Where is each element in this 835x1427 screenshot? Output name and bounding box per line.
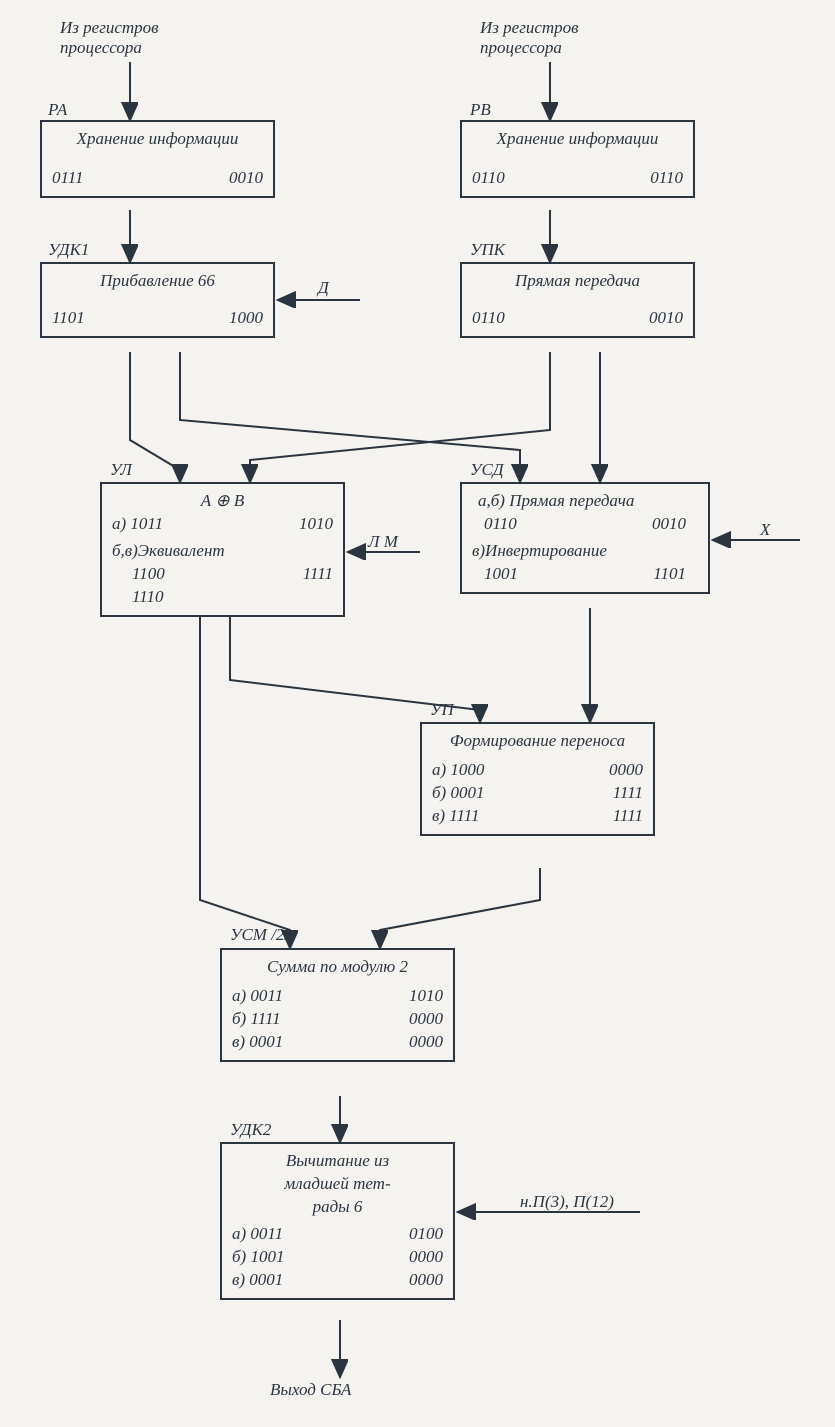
ul-b2: 1111 (303, 563, 333, 586)
udk2-r1-v2: 0000 (409, 1246, 443, 1269)
usd-c1: 1001 (484, 563, 518, 586)
udk2-t2: младшей тет- (232, 1173, 443, 1196)
udk2-in-label: н.П(3), П(12) (520, 1192, 614, 1212)
usd-ab2: 0010 (652, 513, 686, 536)
usm2-r1-v2: 0000 (409, 1008, 443, 1031)
usm2-r1-v1: 1111 (250, 1009, 280, 1028)
up-r1-l: б) (432, 783, 446, 802)
up-r2-v2: 1111 (613, 805, 643, 828)
up-r2-v1: 1111 (449, 806, 479, 825)
udk1-val-0: 1101 (52, 307, 85, 330)
node-ul: А ⊕ В а) 1011 1010 б,в)Эквивалент 1100 1… (100, 482, 345, 617)
ul-b1: 1100 (132, 563, 165, 586)
up-r0-l: а) (432, 760, 446, 779)
rb-val-0: 0110 (472, 167, 505, 190)
rb-title: Хранение информации (472, 128, 683, 151)
upk-title: Прямая передача (472, 270, 683, 293)
udk2-r0-v2: 0100 (409, 1223, 443, 1246)
usd-ab-lbl: а,б) Прямая передача (472, 490, 698, 513)
usm2-r0-v2: 1010 (409, 985, 443, 1008)
udk2-r2-l: в) (232, 1270, 245, 1289)
up-r2-l: в) (432, 806, 445, 825)
up-title: Формирование переноса (432, 730, 643, 753)
text: Из регистров процессора (60, 18, 159, 57)
d-label: Д (318, 278, 329, 298)
usm2-r0-v1: 0011 (250, 986, 283, 1005)
udk1-title: Прибавление 66 (52, 270, 263, 293)
ra-val-1: 0010 (229, 167, 263, 190)
usm2-label: УСМ /2/ (230, 925, 289, 945)
ul-c1: 1110 (132, 587, 163, 606)
up-label: УП (430, 700, 454, 720)
upk-val-1: 0010 (649, 307, 683, 330)
node-udk2: Вычитание из младшей тет- рады 6 а) 0011… (220, 1142, 455, 1300)
usm2-r2-l: в) (232, 1032, 245, 1051)
up-r1-v1: 0001 (450, 783, 484, 802)
udk2-r1-v1: 1001 (250, 1247, 284, 1266)
up-r1-v2: 1111 (613, 782, 643, 805)
ul-a1: 1011 (130, 514, 163, 533)
node-rb: Хранение информации 0110 0110 (460, 120, 695, 198)
up-r0-v1: 1000 (450, 760, 484, 779)
x-label: X (760, 520, 770, 540)
ul-hdr: А ⊕ В (112, 490, 333, 513)
usd-ab1: 0110 (484, 513, 517, 536)
udk2-r2-v1: 0001 (249, 1270, 283, 1289)
ra-val-0: 0111 (52, 167, 83, 190)
udk2-r0-v1: 0011 (250, 1224, 283, 1243)
usd-inv-lbl: в)Инвертирование (472, 540, 698, 563)
udk2-t1: Вычитание из (232, 1150, 443, 1173)
udk1-val-1: 1000 (229, 307, 263, 330)
usm2-r0-l: а) (232, 986, 246, 1005)
udk2-r0-l: а) (232, 1224, 246, 1243)
ra-label: РА (48, 100, 67, 120)
ul-a-lbl: а) (112, 514, 126, 533)
ra-title: Хранение информации (52, 128, 263, 151)
ul-a2: 1010 (299, 513, 333, 536)
udk2-label: УДК2 (230, 1120, 271, 1140)
node-up: Формирование переноса а) 1000 0000 б) 00… (420, 722, 655, 836)
udk2-t3: рады 6 (232, 1196, 443, 1219)
usm2-title: Сумма по модулю 2 (232, 956, 443, 979)
text: Из регистров процессора (480, 18, 579, 57)
node-ra: Хранение информации 0111 0010 (40, 120, 275, 198)
node-usm2: Сумма по модулю 2 а) 0011 1010 б) 1111 0… (220, 948, 455, 1062)
usd-label: УСД (470, 460, 504, 480)
upk-val-0: 0110 (472, 307, 505, 330)
output-label: Выход СБА (270, 1380, 351, 1400)
node-usd: а,б) Прямая передача 0110 0010 в)Инверти… (460, 482, 710, 594)
udk2-r2-v2: 0000 (409, 1269, 443, 1292)
source-right-label: Из регистров процессора (480, 18, 660, 58)
udk1-label: УДК1 (48, 240, 89, 260)
up-r0-v2: 0000 (609, 759, 643, 782)
usm2-r2-v2: 0000 (409, 1031, 443, 1054)
usm2-r2-v1: 0001 (249, 1032, 283, 1051)
usd-c2: 1101 (653, 563, 686, 586)
node-upk: Прямая передача 0110 0010 (460, 262, 695, 338)
ul-eq-lbl: б,в)Эквивалент (112, 540, 333, 563)
source-left-label: Из регистров процессора (60, 18, 240, 58)
ul-label: УЛ (110, 460, 132, 480)
rb-label: РВ (470, 100, 491, 120)
rb-val-1: 0110 (650, 167, 683, 190)
lm-label: Л М (368, 532, 398, 552)
upk-label: УПК (470, 240, 505, 260)
udk2-r1-l: б) (232, 1247, 246, 1266)
usm2-r1-l: б) (232, 1009, 246, 1028)
node-udk1: Прибавление 66 1101 1000 (40, 262, 275, 338)
